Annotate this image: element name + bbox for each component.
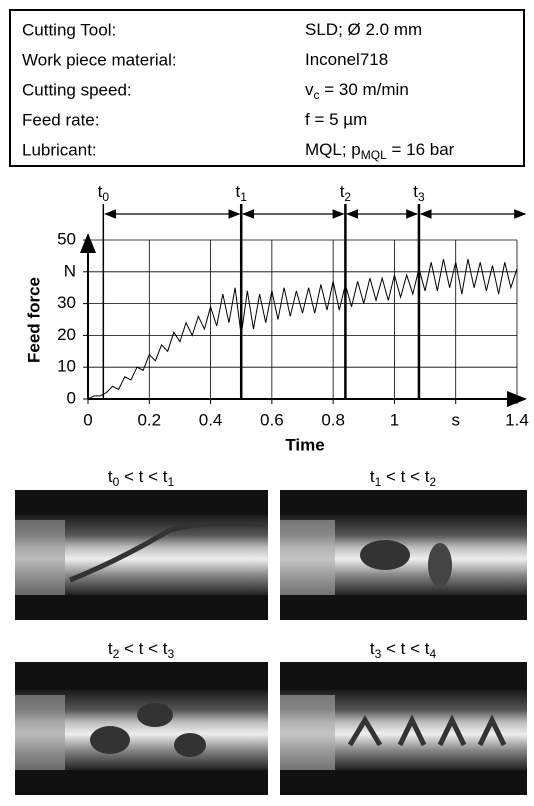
subscript: 1 bbox=[167, 475, 174, 489]
y-tick-label: 30 bbox=[57, 293, 76, 312]
text-part: MQL; p bbox=[305, 140, 361, 159]
text-part: < t < t bbox=[119, 639, 167, 658]
y-axis-label: Feed force bbox=[24, 277, 43, 363]
text-part: v bbox=[305, 80, 314, 99]
text-part: t bbox=[413, 182, 418, 201]
text-part: f = 5 µm bbox=[305, 110, 367, 129]
marker-label: t2 bbox=[340, 182, 352, 204]
text-part: t bbox=[370, 467, 375, 486]
text-part: SLD; Ø 2.0 mm bbox=[305, 20, 422, 39]
x-tick-label: 0 bbox=[83, 410, 92, 429]
image-caption: t2 < t < t3 bbox=[108, 639, 175, 661]
subscript: 3 bbox=[375, 647, 382, 661]
x-axis-label: Time bbox=[285, 435, 324, 454]
x-tick-label: s bbox=[451, 410, 460, 429]
image-2 bbox=[280, 490, 527, 620]
text-part: < t < t bbox=[119, 467, 167, 486]
subscript: 0 bbox=[113, 475, 120, 489]
image-1 bbox=[15, 490, 268, 620]
subscript: c bbox=[314, 88, 320, 102]
subscript: 0 bbox=[102, 190, 109, 204]
row-value: SLD; Ø 2.0 mm bbox=[305, 20, 422, 39]
row-label: Cutting speed: bbox=[22, 80, 132, 99]
row-value: f = 5 µm bbox=[305, 110, 367, 129]
x-tick-label: 1 bbox=[390, 410, 399, 429]
y-tick-label: N bbox=[64, 261, 76, 280]
row-value: Inconel718 bbox=[305, 50, 388, 69]
table-frame bbox=[9, 9, 525, 167]
text-part: t bbox=[340, 182, 345, 201]
text-part: Inconel718 bbox=[305, 50, 388, 69]
image-caption: t0 < t < t1 bbox=[108, 467, 175, 489]
marker-label: t1 bbox=[236, 182, 248, 204]
x-tick-label: 0.6 bbox=[260, 410, 284, 429]
subscript: 4 bbox=[429, 647, 436, 661]
text-part: t bbox=[108, 639, 113, 658]
x-tick-label: 0.2 bbox=[137, 410, 161, 429]
subscript: 2 bbox=[344, 190, 351, 204]
text-part: < t < t bbox=[381, 467, 429, 486]
x-tick-label: 0.4 bbox=[199, 410, 223, 429]
row-label: Cutting Tool: bbox=[22, 20, 116, 39]
row-label: Work piece material: bbox=[22, 50, 177, 69]
y-tick-label: 0 bbox=[67, 388, 76, 407]
text-part: t bbox=[108, 467, 113, 486]
text-part: = 16 bar bbox=[387, 140, 455, 159]
y-tick-label: 10 bbox=[57, 357, 76, 376]
marker-label: t0 bbox=[98, 182, 110, 204]
image-3 bbox=[15, 662, 268, 795]
feed-force-line bbox=[87, 258, 518, 400]
subscript: 2 bbox=[113, 647, 120, 661]
row-value: MQL; pMQL = 16 bar bbox=[305, 140, 455, 162]
y-tick-label: 50 bbox=[57, 229, 76, 248]
subscript: 1 bbox=[240, 190, 247, 204]
image-4 bbox=[280, 662, 527, 795]
x-tick-label: 0.8 bbox=[321, 410, 345, 429]
subscript: 1 bbox=[375, 475, 382, 489]
subscript: 3 bbox=[167, 647, 174, 661]
marker-label: t3 bbox=[413, 182, 425, 204]
text-part: = 30 m/min bbox=[320, 80, 409, 99]
text-part: t bbox=[236, 182, 241, 201]
subscript: MQL bbox=[361, 148, 387, 162]
image-caption: t3 < t < t4 bbox=[370, 639, 437, 661]
subscript: 2 bbox=[429, 475, 436, 489]
text-part: t bbox=[98, 182, 103, 201]
row-label: Lubricant: bbox=[22, 140, 97, 159]
x-tick-label: 1.4 bbox=[505, 410, 529, 429]
image-caption: t1 < t < t2 bbox=[370, 467, 437, 489]
row-value: vc = 30 m/min bbox=[305, 80, 409, 102]
y-tick-label: 20 bbox=[57, 325, 76, 344]
text-part: t bbox=[370, 639, 375, 658]
subscript: 3 bbox=[418, 190, 425, 204]
text-part: < t < t bbox=[381, 639, 429, 658]
row-label: Feed rate: bbox=[22, 110, 100, 129]
